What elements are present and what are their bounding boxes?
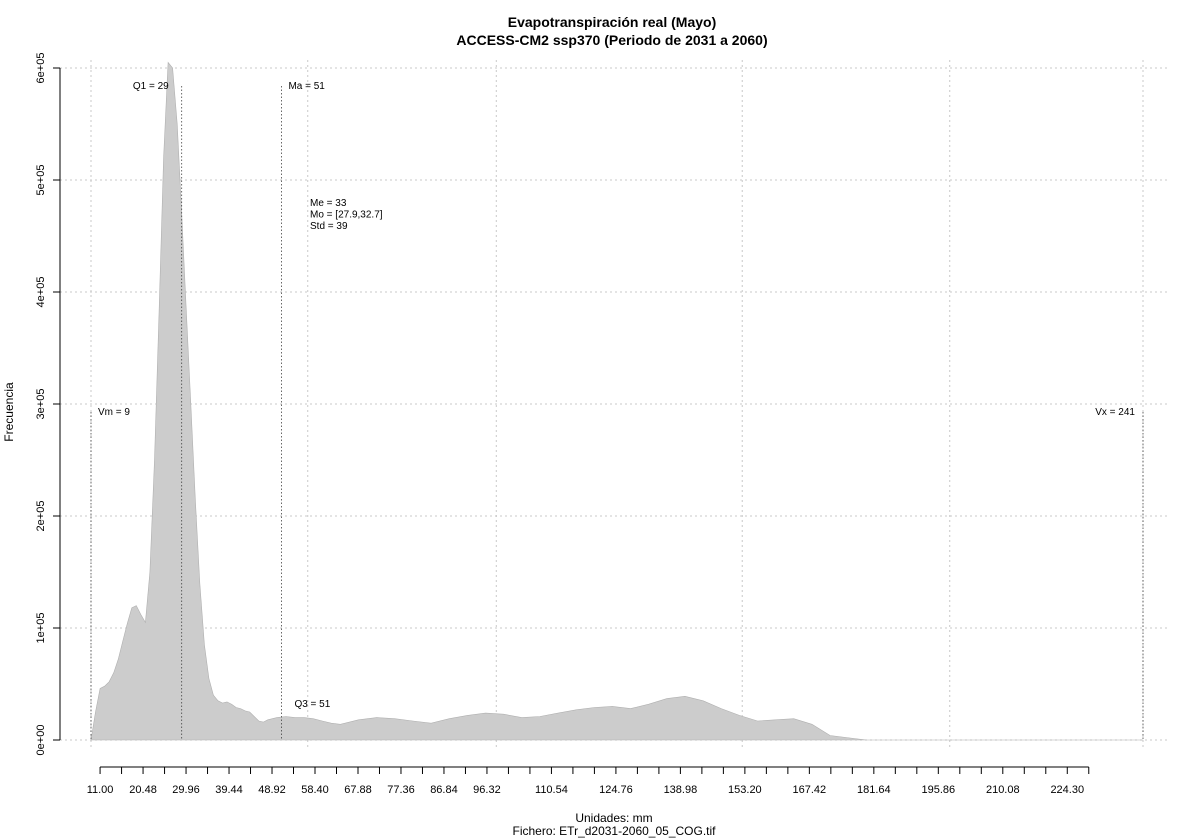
x-tick-label: 96.32 bbox=[473, 784, 501, 796]
x-tick-label: 11.00 bbox=[87, 784, 114, 796]
stat-label: Mo = [27.9,32.7] bbox=[310, 210, 383, 221]
stat-label: Std = 39 bbox=[310, 221, 348, 232]
x-tick-label: 48.92 bbox=[258, 784, 286, 796]
file-caption: Fichero: ETr_d2031-2060_05_COG.tif bbox=[513, 824, 717, 838]
chart-subtitle: ACCESS-CM2 ssp370 (Periodo de 2031 a 206… bbox=[456, 32, 767, 48]
x-axis-label: Unidades: mm bbox=[575, 811, 652, 825]
annotations: Q1 = 29 Ma = 51 Q3 = 51 Vm = 9 Vx = 241 Me = … bbox=[90, 81, 1144, 740]
x-tick-label: 153.20 bbox=[728, 784, 762, 796]
stat-label: Me = 33 bbox=[310, 198, 347, 209]
x-tick-label: 138.98 bbox=[664, 784, 698, 796]
chart-title: Evapotranspiración real (Mayo) bbox=[508, 14, 717, 30]
grid bbox=[60, 60, 1170, 748]
y-tick-label: 2e+05 bbox=[35, 501, 47, 532]
y-tick-label: 5e+05 bbox=[35, 165, 47, 196]
x-tick-label: 29.96 bbox=[172, 784, 200, 796]
x-tick-label: 210.08 bbox=[986, 784, 1020, 796]
x-tick-label: 167.42 bbox=[793, 784, 827, 796]
vx-label: Vx = 241 bbox=[1095, 407, 1135, 418]
y-tick-label: 1e+05 bbox=[35, 613, 47, 644]
axes: 0e+00 1e+05 2e+05 3e+05 4e+05 5e+05 6e+05 11.00… bbox=[35, 53, 1090, 796]
y-tick-label: 6e+05 bbox=[35, 53, 47, 84]
x-tick-label: 181.64 bbox=[857, 784, 891, 796]
vm-label: Vm = 9 bbox=[98, 407, 130, 418]
x-tick-label: 195.86 bbox=[921, 784, 955, 796]
density-area bbox=[90, 61, 1143, 741]
y-tick-label: 4e+05 bbox=[35, 277, 47, 308]
ma-label: Ma = 51 bbox=[288, 81, 325, 92]
x-tick-label: 39.44 bbox=[215, 784, 243, 796]
x-tick-label: 224.30 bbox=[1050, 784, 1084, 796]
y-tick-label: 0e+00 bbox=[35, 725, 47, 756]
q1-label: Q1 = 29 bbox=[133, 81, 169, 92]
x-tick-label: 110.54 bbox=[535, 784, 568, 796]
q3-label: Q3 = 51 bbox=[294, 699, 330, 710]
x-tick-label: 86.84 bbox=[430, 784, 458, 796]
x-tick-label: 20.48 bbox=[129, 784, 157, 796]
x-tick-label: 77.36 bbox=[387, 784, 415, 796]
x-tick-label: 58.40 bbox=[301, 784, 329, 796]
x-tick-label: 124.76 bbox=[599, 784, 633, 796]
y-tick-label: 3e+05 bbox=[35, 389, 47, 420]
plot-area bbox=[90, 61, 1143, 741]
y-axis-label: Frecuencia bbox=[2, 382, 16, 442]
x-tick-label: 67.88 bbox=[344, 784, 372, 796]
